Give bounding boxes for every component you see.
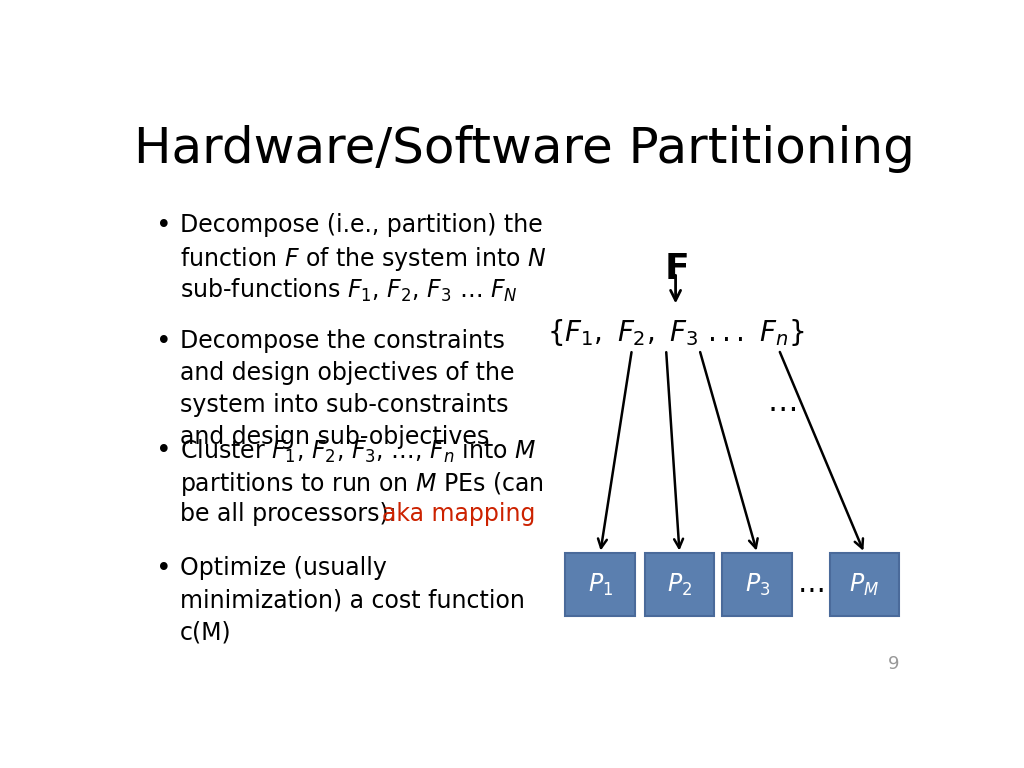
Text: $P_1$: $P_1$ <box>588 571 612 598</box>
FancyBboxPatch shape <box>565 554 635 615</box>
Text: Decompose the constraints: Decompose the constraints <box>179 329 505 353</box>
FancyBboxPatch shape <box>829 554 899 615</box>
Text: system into sub-constraints: system into sub-constraints <box>179 392 508 416</box>
FancyBboxPatch shape <box>645 554 715 615</box>
Text: Hardware/Software Partitioning: Hardware/Software Partitioning <box>134 124 915 173</box>
Text: $P_M$: $P_M$ <box>850 571 880 598</box>
Text: •: • <box>156 214 171 240</box>
Text: Optimize (usually: Optimize (usually <box>179 556 386 581</box>
Text: …: … <box>767 388 798 417</box>
Text: •: • <box>156 556 171 582</box>
Text: $\{F_1,\ F_2,\ F_3\ ...\ F_n\}$: $\{F_1,\ F_2,\ F_3\ ...\ F_n\}$ <box>547 317 804 348</box>
Text: Cluster $F_1$, $F_2$, $F_3$, …, $F_n$ into $M$: Cluster $F_1$, $F_2$, $F_3$, …, $F_n$ in… <box>179 438 536 465</box>
Text: $\bf{F}$: $\bf{F}$ <box>664 252 687 286</box>
Text: 9: 9 <box>888 655 899 673</box>
Text: minimization) a cost function: minimization) a cost function <box>179 588 524 612</box>
Text: and design sub-objectives: and design sub-objectives <box>179 425 488 449</box>
Text: partitions to run on $M$ PEs (can: partitions to run on $M$ PEs (can <box>179 470 544 498</box>
Text: function $F$ of the system into $N$: function $F$ of the system into $N$ <box>179 245 546 273</box>
Text: …: … <box>798 571 826 598</box>
Text: Decompose (i.e., partition) the: Decompose (i.e., partition) the <box>179 214 543 237</box>
Text: •: • <box>156 329 171 355</box>
Text: •: • <box>156 438 171 464</box>
Text: sub-functions $F_1$, $F_2$, $F_3$ … $F_N$: sub-functions $F_1$, $F_2$, $F_3$ … $F_N… <box>179 277 517 304</box>
Text: and design objectives of the: and design objectives of the <box>179 361 514 385</box>
FancyBboxPatch shape <box>722 554 793 615</box>
Text: be all processors):: be all processors): <box>179 502 403 526</box>
Text: aka mapping: aka mapping <box>382 502 536 526</box>
Text: c(M): c(M) <box>179 621 231 644</box>
Text: $P_2$: $P_2$ <box>667 571 692 598</box>
Text: $P_3$: $P_3$ <box>744 571 770 598</box>
